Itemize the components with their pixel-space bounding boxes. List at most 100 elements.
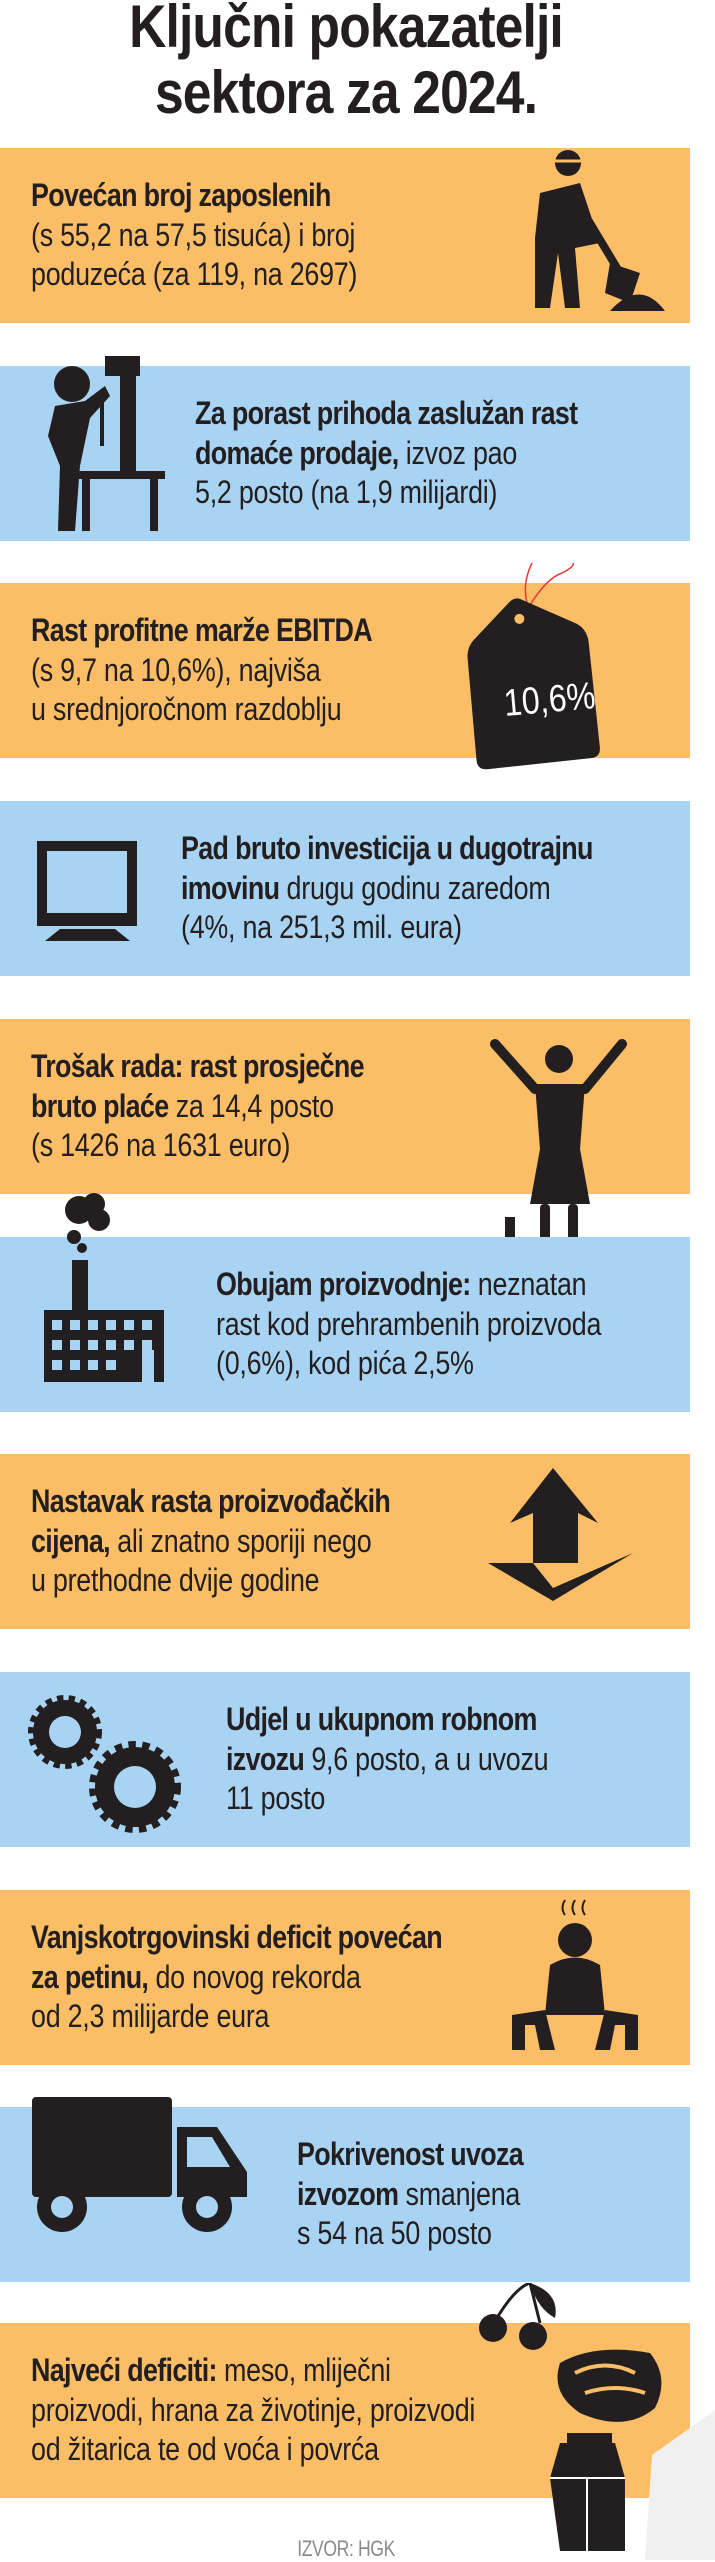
text-line: Pad bruto investicija u dugotrajnu [181,829,593,869]
text-line: izvozu 9,6 posto, a u uvozu [226,1740,549,1780]
monitor-icon [35,841,140,946]
worker-digging-icon [480,143,670,323]
highlight-text: Trošak rada: rast prosječne [31,1048,365,1085]
indicator-panel: Obujam proizvodnje: neznatan rast kod pre… [0,1193,690,1412]
text-line: cijena, ali znatno sporiji nego [31,1522,390,1562]
body-text: ali znatno sporiji nego [109,1522,372,1559]
highlight-text: imovinu [181,869,280,906]
text-line: 5,2 posto (na 1,9 milijardi) [195,473,577,513]
page-title: Ključni pokazatelji sektora za 2024. [0,0,692,126]
indicator-panel: Nastavak rasta proizvođačkih cijena, ali … [0,1454,690,1629]
text-line: Najveći deficiti: meso, mliječni [31,2351,475,2391]
text-line: u prethodne dvije godine [31,1561,390,1601]
text-line: domaće prodaje, izvoz pao [195,434,577,474]
text-line: (s 9,7 na 10,6%), najviša [31,651,372,691]
text-line: Povećan broj zaposlenih [31,176,357,216]
indicator-text: Obujam proizvodnje: neznatan rast kod pre… [216,1237,601,1412]
text-line: (s 1426 na 1631 euro) [31,1126,364,1166]
highlight-text: Udjel u ukupnom robnom [226,1701,537,1738]
highlight-text: Za porast prihoda zaslužan rast [195,395,578,432]
text-line: (0,6%), kod pića 2,5% [216,1344,601,1384]
body-text: (s 9,7 na 10,6%), najviša [31,651,321,688]
body-text: 9,6 posto, a u uvozu [304,1740,549,1777]
body-text: proizvodi, hrana za životinje, proizvodi [31,2391,476,2428]
indicator-text: Nastavak rasta proizvođačkih cijena, ali … [31,1454,391,1629]
indicator-panel: Pokrivenost uvoza izvozom smanjena s 54 na… [0,2097,690,2282]
indicator-panel: Vanjskotrgovinski deficit povećan za peti… [0,1890,690,2065]
body-text: smanjena [398,2175,521,2212]
text-line: Obujam proizvodnje: neznatan [216,1265,601,1305]
stressed-man-icon [510,1895,650,2055]
body-text: (s 55,2 na 57,5 tisuća) i broj [31,216,356,253]
text-line: izvozom smanjena [297,2175,523,2215]
indicator-text: Pokrivenost uvoza izvozom smanjena s 54 na… [297,2107,524,2282]
indicator-text: Pad bruto investicija u dugotrajnu imovin… [181,801,593,976]
text-line: poduzeća (za 119, na 2697) [31,255,357,295]
truck-icon [32,2097,254,2247]
text-line: od žitarica te od voća i povrća [31,2430,475,2470]
indicator-text: Udjel u ukupnom robnom izvozu 9,6 posto, … [226,1672,549,1847]
title-line-1: Ključni pokazatelji [129,0,564,60]
source-credit: IZVOR: HGK [297,2536,395,2561]
price-tag-icon: 10,6% [452,563,612,773]
body-text: izvoz pao [398,434,518,471]
highlight-text: Obujam proizvodnje: [216,1266,471,1303]
text-line: (s 55,2 na 57,5 tisuća) i broj [31,216,357,256]
body-text: 5,2 posto (na 1,9 milijardi) [195,474,498,511]
body-text: drugu godinu zaredom [279,869,551,906]
indicator-text: Vanjskotrgovinski deficit povećan za peti… [31,1890,443,2065]
indicator-panel: Udjel u ukupnom robnom izvozu 9,6 posto, … [0,1672,690,1847]
highlight-text: Povećan broj zaposlenih [31,177,331,214]
highlight-text: Pokrivenost uvoza [297,2136,524,2173]
indicator-panel: Trošak rada: rast prosječne bruto plaće z… [0,1019,690,1249]
text-line: u srednjoročnom razdoblju [31,690,372,730]
food-products-icon [475,2281,675,2553]
highlight-text: Pad bruto investicija u dugotrajnu [181,830,593,867]
cheering-woman-icon [490,1039,630,1254]
indicator-panel: Pad bruto investicija u dugotrajnu imovin… [0,801,690,976]
text-line: 11 posto [226,1779,548,1819]
indicator-text: Najveći deficiti: meso, mliječni proizvod… [31,2323,475,2498]
highlight-text: Najveći deficiti: [31,2352,217,2389]
body-text: u prethodne dvije godine [31,1562,320,1599]
text-line: proizvodi, hrana za životinje, proizvodi [31,2391,475,2431]
body-text: meso, mliječni [216,2352,391,2389]
text-line: imovinu drugu godinu zaredom [181,869,593,909]
indicator-text: Povećan broj zaposlenih (s 55,2 na 57,5 t… [31,148,357,323]
body-text: 11 posto [226,1780,326,1817]
body-text: (4%, na 251,3 mil. eura) [181,909,462,946]
highlight-text: cijena, [31,1522,111,1559]
highlight-text: Nastavak rasta proizvođačkih [31,1483,391,1520]
text-line: Nastavak rasta proizvođačkih [31,1482,391,1522]
highlight-text: Vanjskotrgovinski deficit povećan [31,1919,443,1956]
text-line: Trošak rada: rast prosječne [31,1047,365,1087]
highlight-text: za petinu, [31,1958,149,1995]
indicator-text: Trošak rada: rast prosječne bruto plaće z… [31,1019,365,1194]
text-line: Pokrivenost uvoza [297,2135,524,2175]
highlight-text: izvozom [297,2175,399,2212]
indicator-panel: Za porast prihoda zaslužan rast domaće pr… [0,356,690,541]
highlight-text: izvozu [226,1740,305,1777]
body-text: (0,6%), kod pića 2,5% [216,1345,474,1382]
text-line: Vanjskotrgovinski deficit povećan [31,1918,443,1958]
highlight-text: bruto plaće [31,1087,169,1124]
body-text: u srednjoročnom razdoblju [31,691,342,728]
body-text: rast kod prehrambenih proizvoda [216,1305,602,1342]
indicator-panel: Najveći deficiti: meso, mliječni proizvod… [0,2281,690,2551]
text-line: Za porast prihoda zaslužan rast [195,394,578,434]
highlight-text: Rast profitne marže EBITDA [31,612,373,649]
body-text: od žitarica te od voća i povrća [31,2431,379,2468]
indicator-panel: Povećan broj zaposlenih (s 55,2 na 57,5 t… [0,148,690,323]
text-line: Udjel u ukupnom robnom [226,1700,548,1740]
body-text: poduzeća (za 119, na 2697) [31,256,358,293]
text-line: bruto plaće za 14,4 posto [31,1087,364,1127]
indicator-text: Za porast prihoda zaslužan rast domaće pr… [195,366,578,541]
body-text: s 54 na 50 posto [297,2215,492,2252]
highlight-text: domaće prodaje, [195,434,399,471]
text-line: rast kod prehrambenih proizvoda [216,1305,601,1345]
text-line: (4%, na 251,3 mil. eura) [181,908,593,948]
factory-icon [44,1192,169,1392]
text-line: s 54 na 50 posto [297,2214,523,2254]
text-line: Rast profitne marže EBITDA [31,611,373,651]
indicator-text: Rast profitne marže EBITDA (s 9,7 na 10,6… [31,583,373,758]
